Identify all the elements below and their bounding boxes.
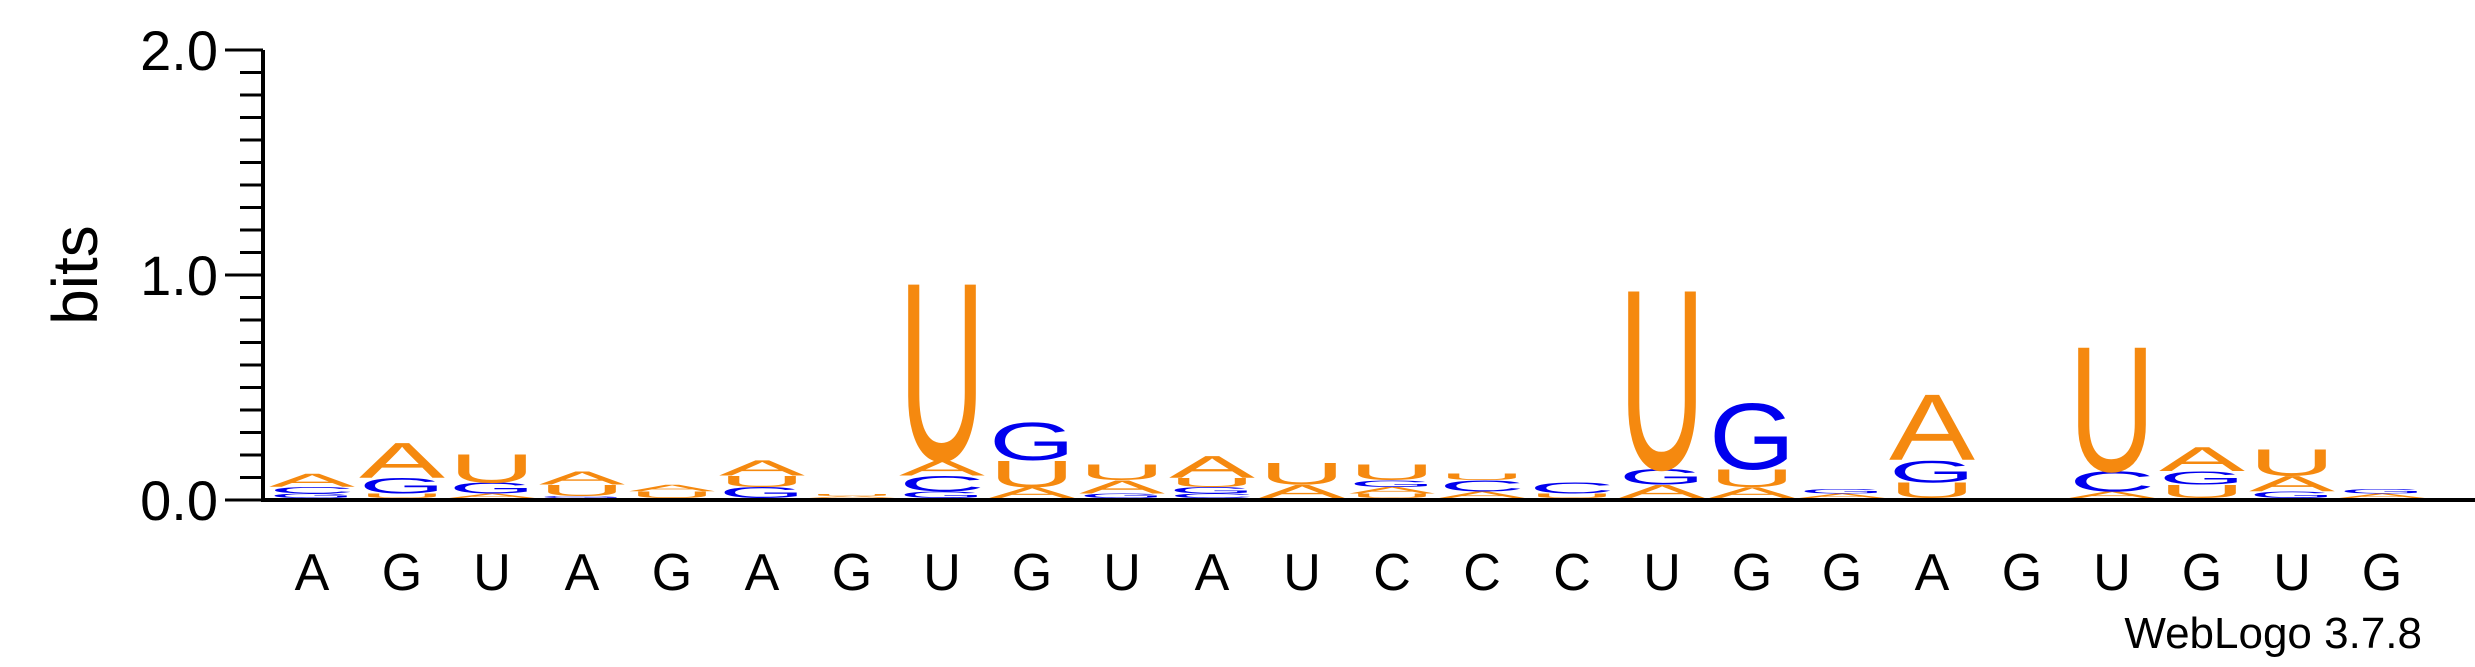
x-tick-label: U: [473, 544, 511, 602]
logo-letter-C: C: [1439, 477, 1525, 495]
logo-letter-G: G: [269, 492, 355, 499]
x-tick-label: G: [2182, 544, 2222, 602]
logo-letter-U: U: [1529, 492, 1615, 499]
logo-letter-C: C: [2069, 466, 2155, 497]
x-tick-label: C: [1373, 544, 1411, 602]
x-tick-label: U: [923, 544, 961, 602]
logo-letter-A: A: [1889, 375, 1976, 480]
logo-letter-U: U: [2249, 441, 2335, 483]
x-tick-label: G: [1732, 544, 1772, 602]
x-tick-label: G: [2362, 544, 2402, 602]
x-tick-label: G: [382, 544, 422, 602]
logo-letter-G: G: [1169, 485, 1255, 496]
logo-letter-G: G: [1889, 454, 1975, 489]
logo-letter-U: U: [2069, 310, 2155, 510]
y-ticks: 0.0 1.0 2.0: [140, 19, 263, 532]
logo-letter-U: U: [1619, 235, 1705, 524]
logo-letter-A: A: [2069, 490, 2155, 501]
logo-letter-A: A: [1349, 485, 1435, 496]
logo-letter-U: U: [899, 230, 985, 514]
logo-letter-A: A: [989, 484, 1076, 501]
logo-letter-U: U: [359, 492, 445, 499]
x-tick-label: C: [1553, 544, 1591, 602]
logo-letter-A: A: [1439, 490, 1525, 501]
logo-letter-G: G: [1799, 488, 1885, 495]
x-tick-label: G: [2002, 544, 2042, 602]
logo-letter-U: U: [539, 482, 625, 500]
logo-letter-A: A: [1079, 477, 1166, 498]
logo-letter-U: U: [1259, 456, 1345, 491]
logo-letter-U: U: [1709, 464, 1795, 492]
x-tick-label: A: [565, 544, 600, 602]
x-tick-label: G: [652, 544, 692, 602]
logo-letter-A: A: [2159, 440, 2245, 478]
y-tick-label: 0.0: [140, 469, 218, 532]
x-tick-label: A: [1195, 544, 1230, 602]
logo-letter-G: G: [719, 484, 805, 502]
logo-letter-G: G: [1619, 465, 1705, 490]
x-tick-label: G: [1822, 544, 1862, 602]
logo-letter-G: G: [1079, 492, 1165, 499]
logo-letter-A: A: [449, 492, 535, 499]
logo-letter-A: A: [1169, 449, 1256, 484]
logo-letter-A: A: [2249, 471, 2335, 496]
weblogo-version-label: WebLogo 3.7.8: [2124, 609, 2422, 658]
x-tick-label: C: [1463, 544, 1501, 602]
logo-letter-U: U: [1079, 460, 1165, 485]
logo-letter-U: U: [449, 445, 535, 491]
x-tick-label: A: [1915, 544, 1950, 602]
logo-letter-A: A: [269, 470, 356, 491]
logo-letter-G: G: [2249, 489, 2335, 500]
logo-letter-A: A: [1709, 484, 1796, 501]
logo-letter-G: G: [899, 489, 985, 500]
y-tick-label: 1.0: [140, 244, 218, 307]
logo-letter-G: G: [2159, 467, 2245, 488]
y-axis-label: bits: [39, 225, 111, 325]
logo-letter-A: A: [719, 456, 805, 481]
logo-letter-C: C: [1169, 492, 1255, 499]
logo-letter-G: G: [1709, 383, 1795, 489]
logo-letter-U: U: [809, 493, 895, 497]
y-tick-label: 2.0: [140, 19, 218, 82]
x-tick-label: U: [1283, 544, 1321, 602]
logo-letter-G: G: [1349, 478, 1435, 489]
logo-letter-C: C: [899, 471, 985, 496]
x-tick-label: A: [745, 544, 780, 602]
logo-letter-A: A: [1259, 481, 1346, 502]
logo-letter-G: G: [539, 495, 625, 499]
logo-letter-A: A: [359, 432, 446, 489]
logo-letter-U: U: [1349, 460, 1435, 485]
logo-letter-U: U: [1439, 472, 1525, 482]
logo-letter-U: U: [719, 473, 805, 491]
x-tick-label: U: [2273, 544, 2311, 602]
x-tick-label: G: [1012, 544, 1052, 602]
x-tick-label: U: [1103, 544, 1141, 602]
logo-letter-G: G: [989, 412, 1075, 472]
logo-letter-G: G: [2339, 488, 2425, 495]
x-tick-label: A: [295, 544, 330, 602]
logo-letter-A: A: [1619, 481, 1706, 502]
logo-letter-A: A: [2339, 492, 2425, 499]
logo-letter-U: U: [1169, 475, 1255, 489]
logo-letter-U: U: [629, 490, 715, 500]
logo-letter-A: A: [629, 483, 715, 494]
logo-letter-U: U: [1349, 492, 1435, 499]
logo-letter-A: A: [809, 495, 895, 499]
logo-letter-G: G: [359, 474, 445, 499]
logo-letter-C: C: [1529, 479, 1615, 497]
x-tick-label: U: [1643, 544, 1681, 602]
logo-letter-U: U: [2159, 481, 2245, 502]
logo-letter-C: C: [269, 485, 355, 495]
logo-letter-G: G: [449, 479, 535, 497]
logo-letter-A: A: [1799, 492, 1885, 499]
logo-letter-A: A: [539, 468, 626, 489]
x-tick-label: U: [2093, 544, 2131, 602]
logo-letter-U: U: [989, 453, 1075, 495]
logo-letter-A: A: [899, 456, 985, 481]
x-tick-label: G: [832, 544, 872, 602]
